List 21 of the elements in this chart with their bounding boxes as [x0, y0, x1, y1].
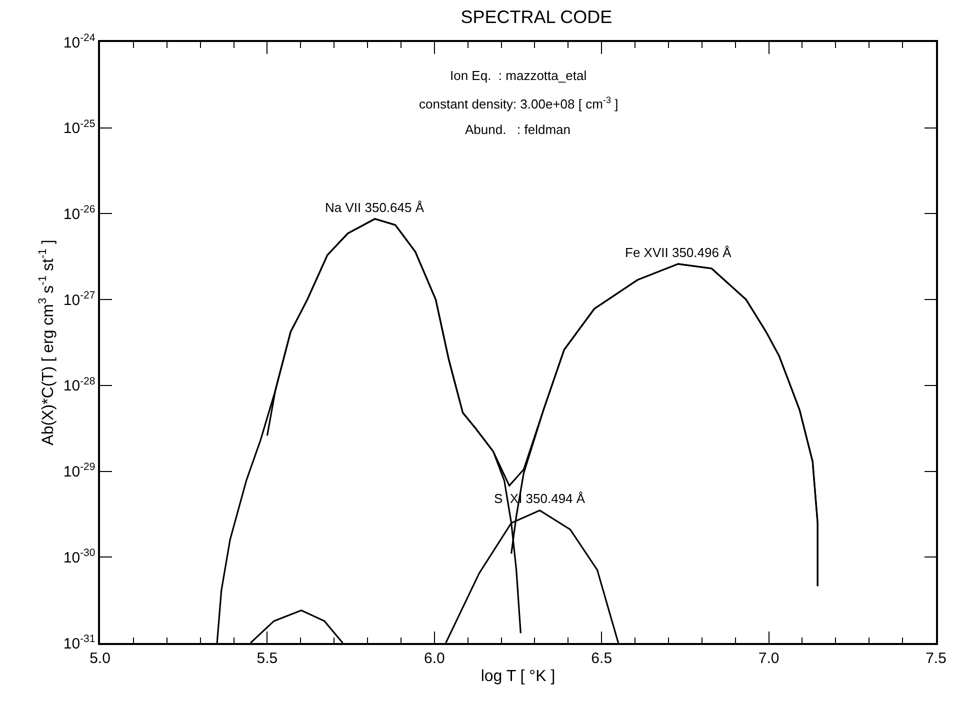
- y-tick-label: 10$^{-29}$: [63, 461, 96, 481]
- chart-title: SPECTRAL CODE: [460, 7, 612, 28]
- y-tick-label: 10$^{-24}$: [63, 32, 96, 52]
- annotation: Abund. : feldman: [465, 122, 571, 137]
- series-label: Fe XVII 350.496 Å: [625, 245, 732, 260]
- x-axis-title: log T [ °K ]: [480, 668, 556, 685]
- x-tick-label: 5.0: [90, 650, 110, 667]
- y-tick-label: 10$^{-31}$: [63, 632, 96, 652]
- annotation: Ion Eq. : mazzotta_etal: [450, 68, 587, 83]
- y-tick-label: 10$^{-27}$: [63, 290, 96, 309]
- x-tick-label: 7.5: [926, 650, 946, 667]
- y-tick-label: 10$^{-26}$: [63, 204, 96, 223]
- y-tick-label: 10$^{-30}$: [63, 547, 96, 566]
- x-tick-label: 5.5: [256, 650, 278, 667]
- y-tick-label: 10$^{-25}$: [63, 118, 96, 138]
- x-tick-label: 7.0: [758, 650, 780, 667]
- annotation: constant density: 3.00e+08 [ cm$^{-3}$ ]: [419, 95, 618, 112]
- y-tick-label: 10$^{-28}$: [63, 375, 96, 395]
- x-tick-label: 6.5: [591, 650, 612, 667]
- series-label: Na VII 350.645 Å: [325, 200, 424, 215]
- x-tick-label: 6.0: [424, 650, 445, 667]
